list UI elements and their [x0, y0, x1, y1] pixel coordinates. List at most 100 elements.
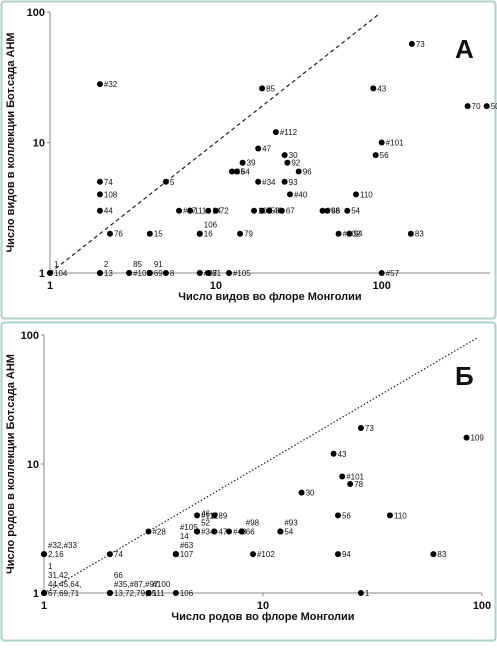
point-label: 69 [154, 269, 163, 278]
y-tick-label: 10 [27, 459, 39, 471]
point-label: 14 [180, 532, 189, 541]
point [96, 81, 103, 88]
point [172, 551, 179, 558]
y-axis-label: Число видов в коллекции Бот.сада АНМ [5, 32, 17, 252]
point [238, 528, 245, 535]
y-tick-label: 10 [33, 138, 45, 150]
point-label: 106 [204, 221, 218, 230]
y-axis-label: Число родов в коллекции Бот.сада АНМ [5, 354, 17, 574]
x-axis-label: Число родов во флоре Монголии [171, 611, 354, 623]
point-label: 89 [218, 511, 227, 520]
point-label: 13 [104, 269, 113, 278]
point [277, 528, 284, 535]
point [408, 40, 415, 47]
point-label: 83 [415, 230, 424, 239]
x-tick-label: 100 [473, 600, 491, 612]
point-label: 76 [114, 230, 123, 239]
point-label: 43 [377, 84, 386, 93]
point-label: 74 [104, 178, 113, 187]
point-label: #32,#33 [48, 541, 77, 550]
point [211, 528, 218, 535]
point-label: 110 [394, 511, 407, 520]
point-label: 30 [306, 489, 315, 498]
point-label: #34 [201, 527, 215, 536]
y-tick-label: 100 [27, 7, 45, 19]
point-label: 52 [201, 518, 210, 527]
point [162, 270, 169, 276]
x-tick-label: 10 [210, 280, 222, 292]
point [196, 270, 203, 276]
point [281, 178, 288, 185]
y-tick-label: 100 [21, 330, 39, 342]
point-label: 85 [133, 260, 142, 269]
point [176, 207, 183, 214]
point-label: #101 [386, 139, 404, 148]
point-label: 85 [266, 84, 275, 93]
point [106, 551, 113, 558]
point-label: 50 [491, 102, 497, 111]
point [251, 207, 258, 214]
point-label: 2 [104, 260, 109, 269]
point [298, 489, 305, 496]
point-label: 67 [286, 207, 295, 216]
point [255, 178, 262, 185]
point [196, 230, 203, 237]
point-label: #100 [152, 580, 170, 589]
point-label: 79 [244, 230, 253, 239]
point [464, 103, 471, 110]
point [211, 512, 218, 519]
point-label: 8 [170, 269, 175, 278]
point-label: 44,45,64, [48, 580, 81, 589]
diagonal [49, 14, 379, 274]
point [357, 425, 364, 432]
point [162, 178, 169, 185]
point [370, 85, 377, 92]
point [225, 270, 232, 276]
point [347, 480, 354, 487]
point-label: 108 [104, 190, 118, 199]
panel-frame [0, 0, 497, 320]
point-label: 47 [218, 527, 227, 536]
point [96, 191, 103, 198]
point-label: #102 [257, 550, 275, 559]
point-label: 44 [104, 207, 113, 216]
point-label: 66 [246, 527, 255, 536]
point [47, 270, 53, 276]
point-label: #63 [180, 541, 194, 550]
point-label: 111 [194, 207, 207, 216]
point [339, 473, 346, 480]
point [233, 168, 240, 175]
panel-frame [0, 321, 497, 642]
point-label: 39 [247, 159, 256, 168]
point [96, 178, 103, 185]
x-tick-label: 1 [47, 280, 53, 292]
point [407, 230, 414, 237]
point-label: 64 [241, 167, 250, 176]
point-label: 1 [48, 562, 53, 571]
point-label: 54 [351, 207, 360, 216]
point-label: 93 [289, 178, 298, 187]
point-label: 1 [365, 589, 370, 598]
point-label: #100 [133, 269, 151, 278]
point-label: 106 [180, 589, 194, 598]
point-label: 110 [360, 190, 373, 199]
point [237, 230, 244, 237]
point-label: 73 [416, 40, 425, 49]
point-label: #34 [262, 178, 276, 187]
point [96, 207, 103, 214]
point [146, 230, 153, 237]
point-label: #112 [201, 511, 219, 520]
point [205, 270, 212, 276]
point-label: 96 [303, 167, 312, 176]
point [319, 207, 326, 214]
point [272, 129, 279, 136]
point-label: 15 [154, 230, 163, 239]
point-label: 74 [114, 550, 123, 559]
point-label: #28 [152, 527, 166, 536]
point-label: 94 [354, 230, 363, 239]
point-label: #35,#87,#97 [114, 580, 159, 589]
point [324, 207, 331, 214]
point [266, 207, 273, 214]
point [106, 230, 113, 237]
